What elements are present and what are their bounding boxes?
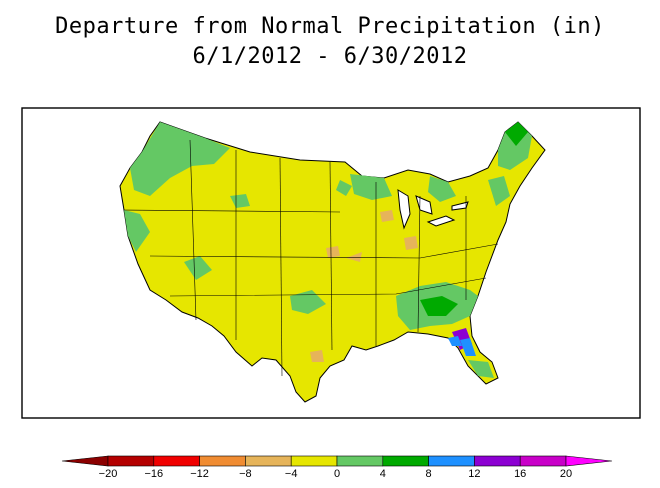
color-bar-tick-label: −16	[144, 468, 163, 480]
color-bar-bin	[474, 455, 521, 467]
color-bar-tick-label: −4	[285, 468, 298, 480]
map-date-range: 6/1/2012 - 6/30/2012	[192, 44, 468, 69]
color-bar-tick-label: 20	[560, 468, 572, 480]
color-bar-bin	[382, 455, 429, 467]
color-bar-tick-label: 12	[468, 468, 480, 480]
color-bar-tick-label: 8	[426, 468, 432, 480]
color-bar-tick-label: 4	[380, 468, 386, 480]
color-bar-bin	[519, 455, 567, 467]
state-boundaries	[123, 139, 499, 377]
color-bar-tick-label: 16	[514, 468, 526, 480]
color-bar-tick-label: −8	[239, 468, 252, 480]
map-title: Departure from Normal Precipitation (in)	[55, 14, 605, 39]
color-bar-bin	[107, 455, 155, 467]
color-bar-bin	[199, 455, 246, 467]
anomaly-patches	[124, 122, 532, 378]
lake-michigan	[397, 189, 411, 230]
color-bar-bin	[428, 455, 475, 467]
color-bar-bin	[245, 455, 292, 467]
color-bar-bin	[290, 455, 338, 467]
color-bar-bin	[336, 455, 384, 467]
color-bar-legend: −20 −16 −12 −8 −4 0 4 8 12 16 20	[61, 455, 613, 480]
lake-erie	[426, 215, 456, 227]
color-bar-tick-label: −20	[99, 468, 118, 480]
color-bar-tick-label: −12	[190, 468, 209, 480]
color-bar-low-cap	[61, 455, 109, 467]
color-bar-bin	[153, 455, 200, 467]
color-bar-tick-label: 0	[334, 468, 340, 480]
color-bar-high-cap	[565, 455, 613, 467]
